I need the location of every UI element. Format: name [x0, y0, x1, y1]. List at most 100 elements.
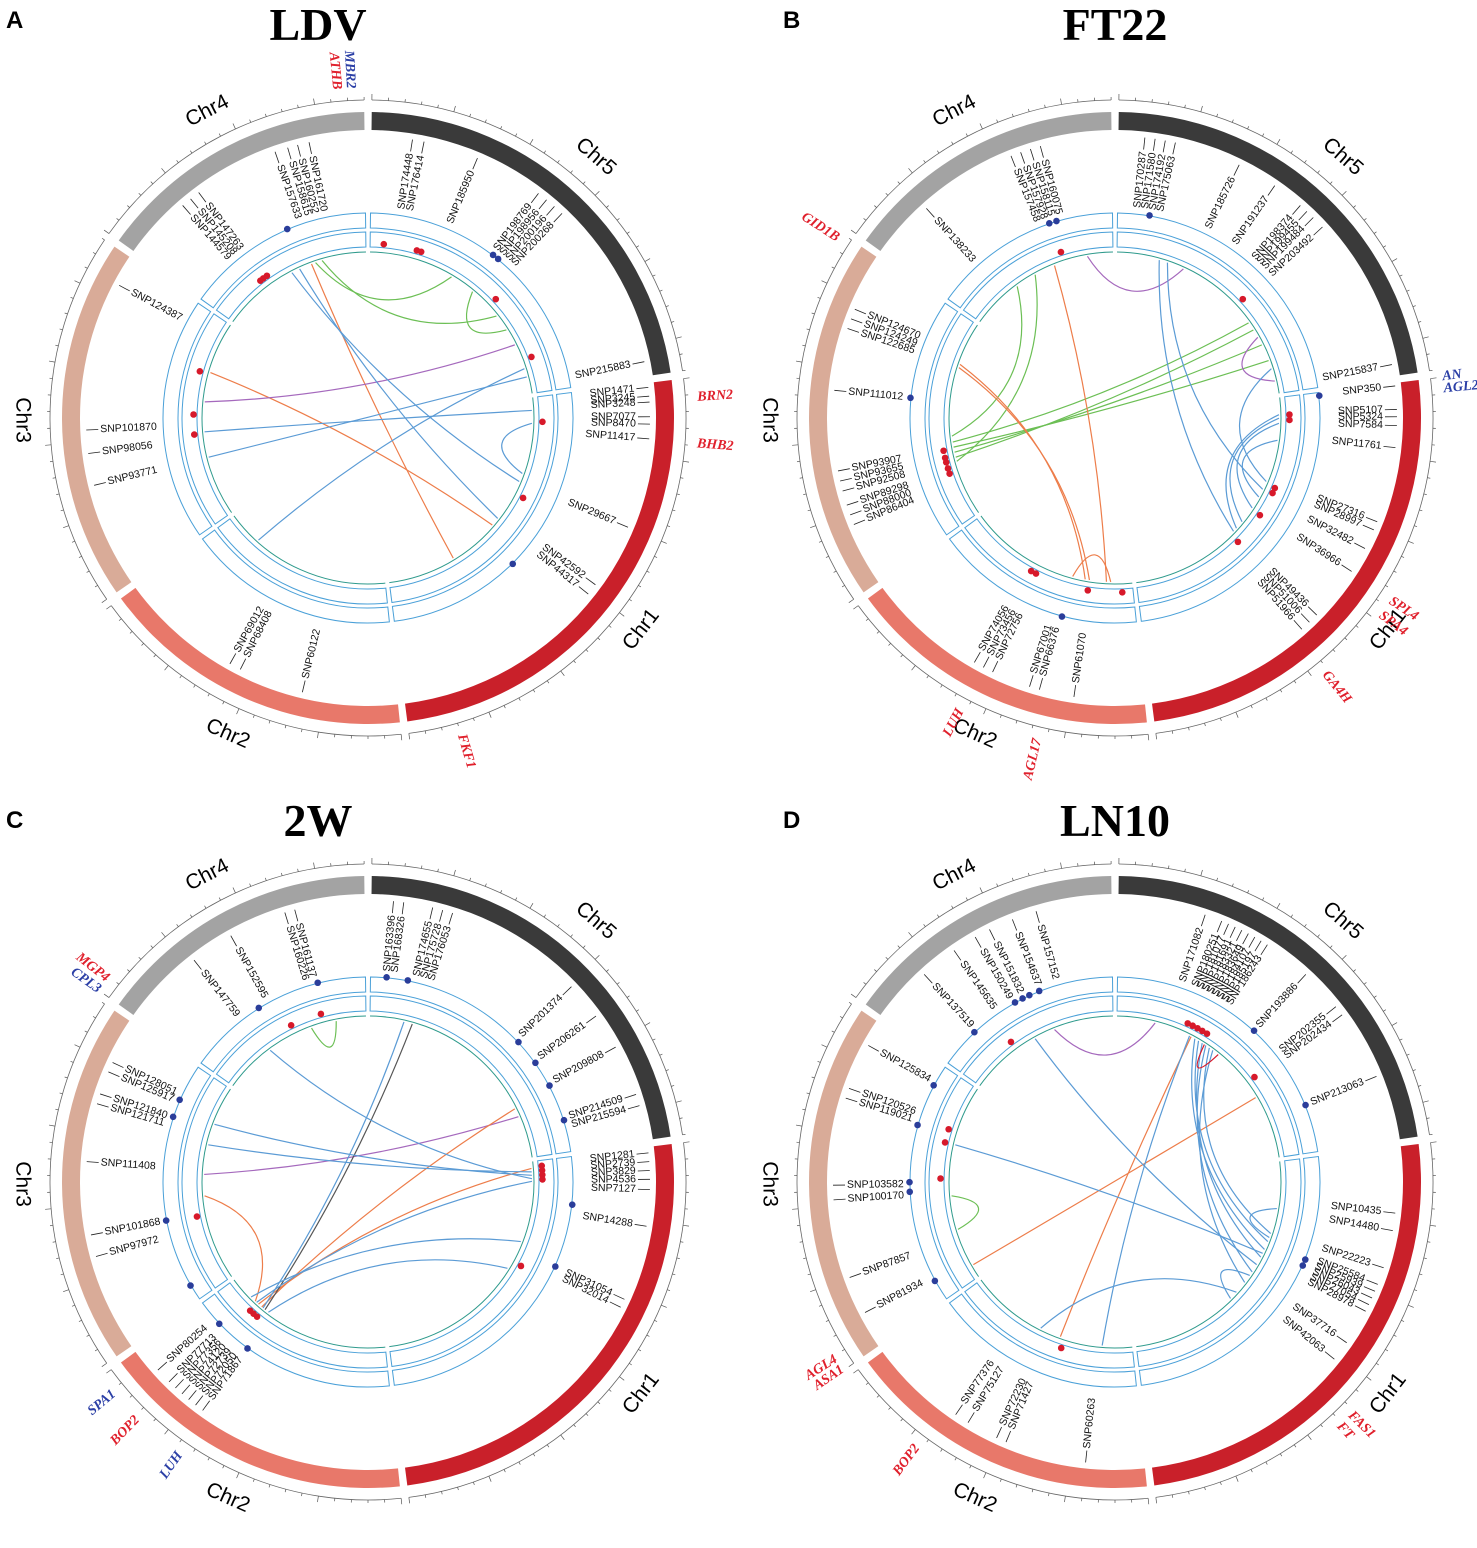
gene-label: BOP2 [890, 1442, 924, 1480]
link-arc [261, 1108, 516, 1308]
link-arc [1158, 260, 1235, 532]
tick-mark [313, 98, 315, 105]
tick-mark [1373, 231, 1377, 234]
tick-mark [1414, 1289, 1418, 1292]
snp-label: SNP138233 [931, 215, 978, 265]
snp-leader [108, 1071, 120, 1077]
track-outer [948, 529, 1137, 624]
chromosome-label: Chr3 [758, 397, 781, 443]
snp-leader [193, 959, 202, 970]
tick-mark [116, 982, 120, 985]
snp-leader [294, 909, 299, 922]
red-marker-dot [1084, 587, 1092, 594]
snp-leader [181, 1384, 191, 1395]
track-outer [391, 392, 574, 622]
tick-mark [103, 229, 110, 234]
circos-panel-d: D LN10 Chr5 Chr1 Chr2 Chr3 Chr4 SNP10435SNP1448… [758, 795, 1437, 1517]
tick-mark [59, 1092, 63, 1095]
tick-mark [1188, 1491, 1190, 1495]
tick-mark [560, 1434, 565, 1440]
tick-mark [839, 1016, 843, 1019]
snp-leader [95, 1252, 108, 1257]
tick-mark [965, 897, 968, 901]
tick-mark [807, 1273, 811, 1276]
tick-mark [680, 1241, 684, 1243]
snp-leader [1038, 678, 1043, 690]
tick-mark [1184, 868, 1186, 872]
tick-mark [654, 1319, 658, 1322]
tick-mark [833, 1334, 837, 1337]
inner-ring [389, 397, 535, 584]
tick-mark [644, 258, 651, 262]
tick-mark [106, 605, 112, 610]
tick-mark [1220, 717, 1222, 721]
tick-mark [529, 138, 534, 145]
inner-ring [370, 1015, 533, 1158]
snp-label: SNP60122 [300, 628, 324, 680]
snp-leader [94, 482, 106, 486]
tick-mark [484, 883, 487, 887]
tick-mark [457, 1487, 459, 1491]
tick-mark [806, 328, 810, 331]
link-arc [1101, 1035, 1191, 1346]
link-arc [1086, 256, 1184, 292]
snp-leader [538, 199, 547, 210]
tick-scale-chr1 [1155, 378, 1434, 734]
tick-mark [1216, 877, 1218, 881]
snp-leader [530, 193, 539, 204]
tick-mark [675, 1100, 682, 1103]
snp-leader [967, 1412, 975, 1423]
blue-marker-dot [1045, 219, 1053, 227]
tick-mark [940, 1448, 943, 1452]
tick-mark [150, 945, 154, 949]
tick-mark [619, 612, 625, 617]
snp-leader [1383, 445, 1396, 449]
tick-mark [1430, 377, 1437, 379]
snp-label: SNP60263 [1081, 1397, 1098, 1449]
chromosome-band-chr4 [118, 112, 365, 251]
snp-leader [1200, 914, 1206, 927]
tick-mark [923, 160, 926, 163]
link-arc [315, 262, 452, 301]
tick-mark [518, 1461, 521, 1465]
snp-leader [847, 328, 860, 333]
chromosome-band-chr5 [1118, 112, 1418, 376]
snp-leader [637, 395, 650, 398]
tick-mark [1376, 598, 1379, 602]
inner-ring [201, 1088, 233, 1277]
gene-label: LUH [156, 1448, 186, 1483]
tick-mark [1422, 336, 1429, 339]
link-arc [1072, 554, 1112, 583]
snp-leader [953, 950, 962, 961]
tick-mark [55, 1108, 59, 1111]
snp-label: SNP81934 [875, 1277, 926, 1311]
blue-marker-dot [532, 1059, 539, 1067]
tick-mark [138, 957, 142, 960]
chromosome-band-chr4 [865, 112, 1112, 251]
snp-leader [854, 308, 867, 315]
tick-mark [1385, 585, 1389, 588]
tick-mark [1383, 1009, 1387, 1012]
snp-leader [1073, 685, 1077, 698]
snp-leader [1354, 542, 1366, 549]
track-inner [181, 313, 229, 525]
snp-label: SNP93771 [106, 464, 158, 488]
track-inner [962, 995, 1114, 1084]
link-arc [973, 1097, 1256, 1266]
tick-mark [1168, 865, 1170, 869]
tick-mark [897, 945, 901, 949]
tick-mark [281, 872, 283, 876]
tick-mark [557, 160, 560, 163]
tick-mark [94, 585, 98, 588]
track-outer [162, 1066, 213, 1300]
snp-label: SNP152595 [233, 945, 271, 1000]
snp-leader [274, 151, 280, 164]
tick-mark [546, 1444, 550, 1448]
tick-mark [252, 714, 255, 718]
blue-marker-dot [1299, 1262, 1307, 1269]
snp-label: SNP213063 [1309, 1076, 1366, 1108]
red-marker-dot [196, 368, 204, 375]
blue-marker-dot [515, 1038, 522, 1046]
tick-mark [671, 1085, 675, 1087]
link-arc [956, 274, 1038, 462]
